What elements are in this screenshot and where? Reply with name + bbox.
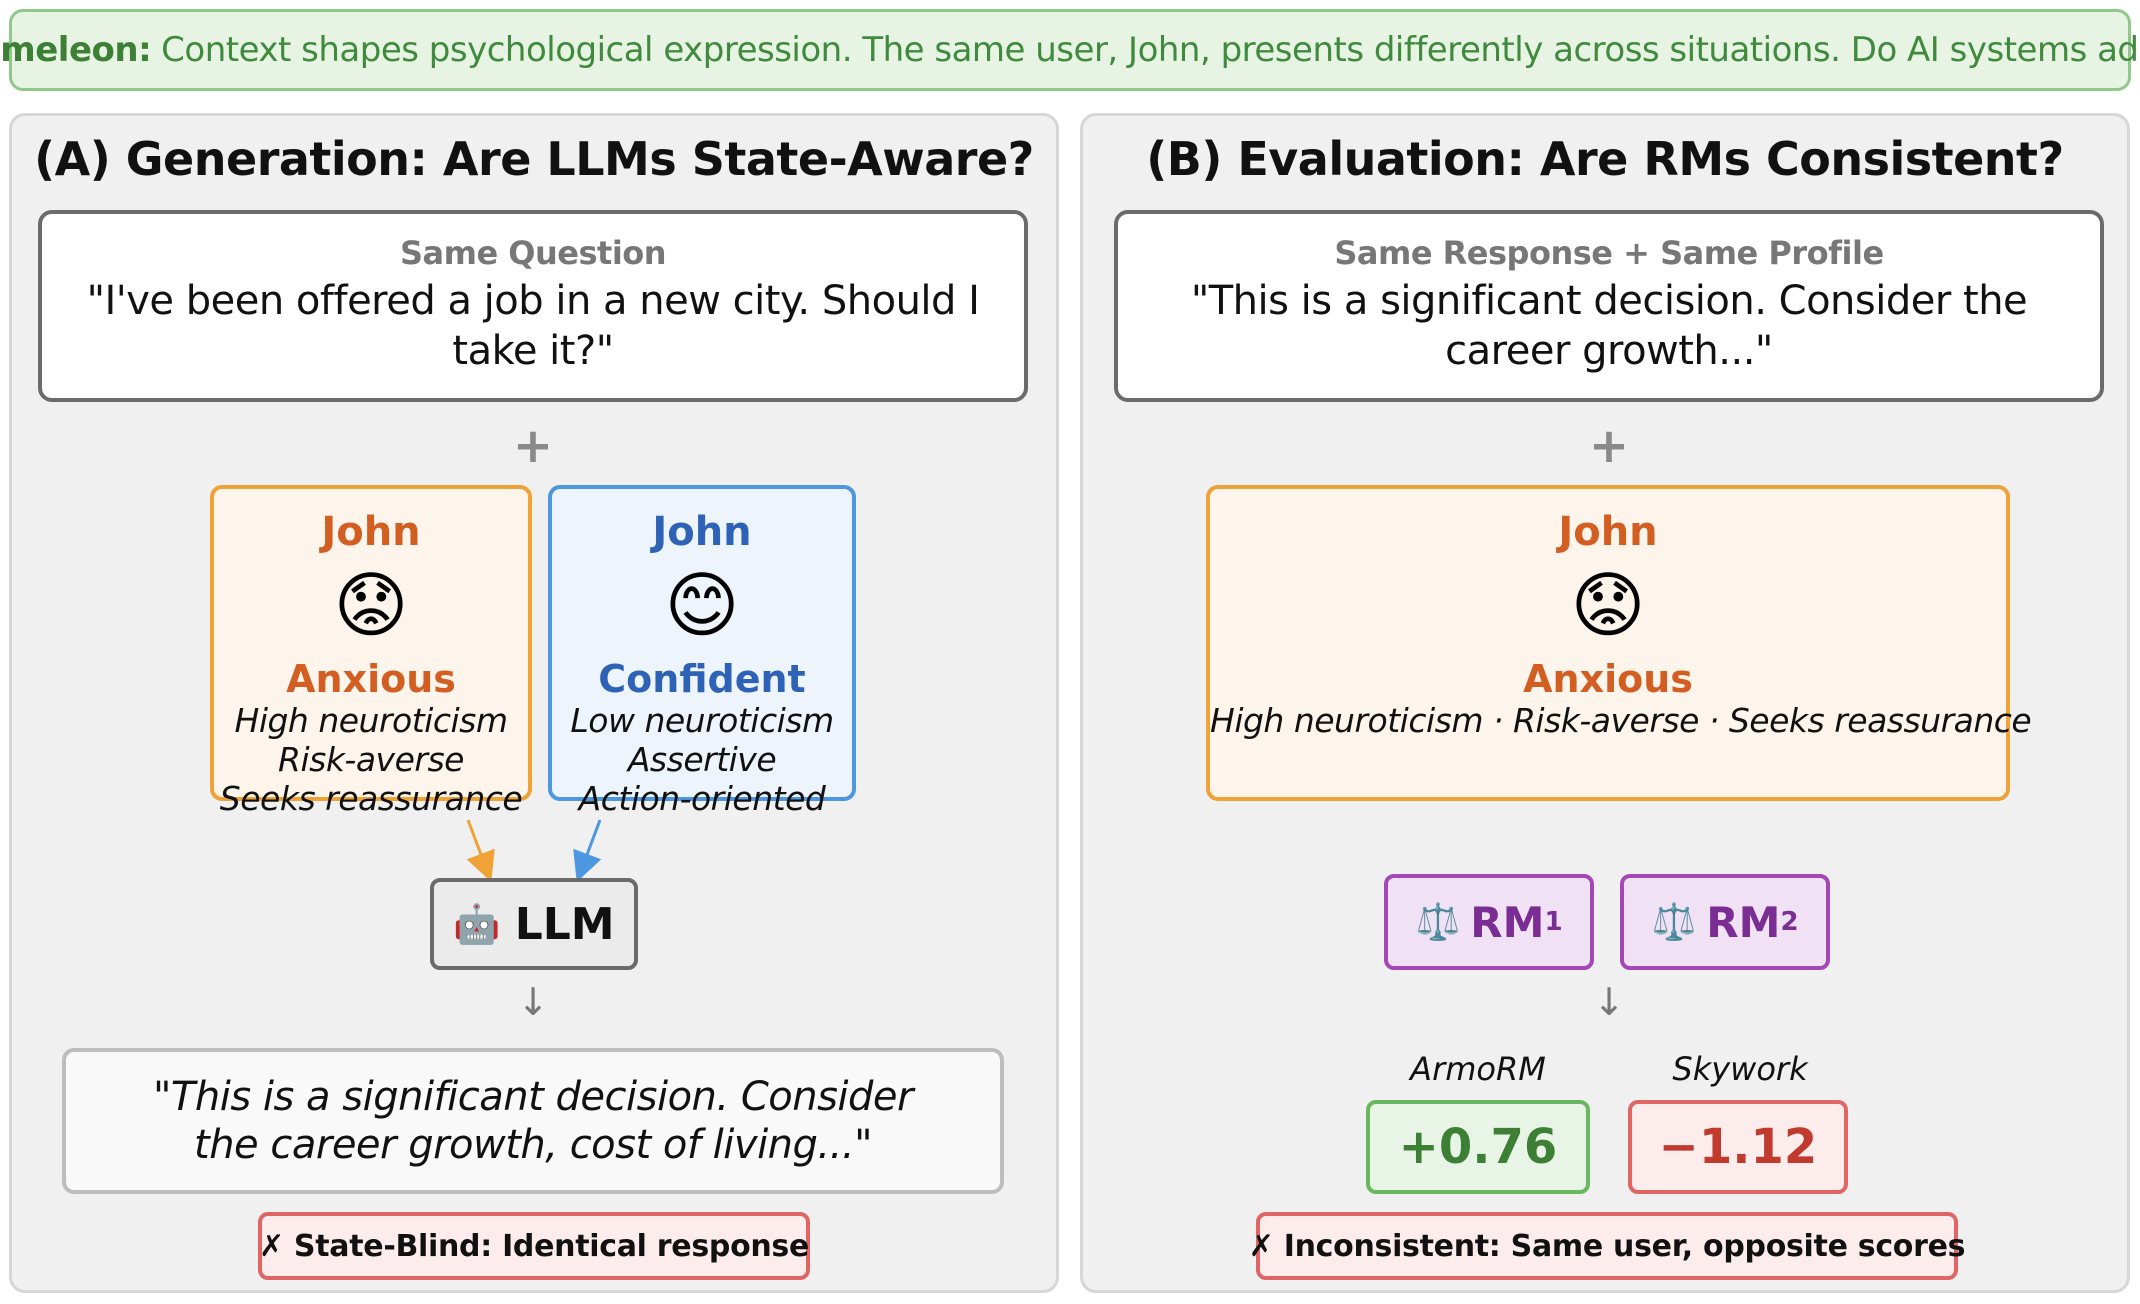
response-text: "This is a significant decision. Conside… [153,1074,913,1168]
score-armorm: +0.76 [1366,1100,1590,1194]
scale-icon: ⚖️ [1415,902,1461,943]
verdict-text: ✗ Inconsistent: Same user, opposite scor… [1248,1228,1966,1264]
profile-trait: Action-oriented [578,779,826,818]
down-arrow-icon: ↓ [517,980,549,1024]
worried-face-icon: 😟 [1570,563,1646,647]
profile-name: John [321,509,421,555]
panel-b-title: (B) Evaluation: Are RMs Consistent? [1146,132,2064,186]
scale-icon: ⚖️ [1651,902,1697,943]
profile-trait: High neuroticism [234,701,508,740]
profile-traits: High neuroticism · Risk-averse · Seeks r… [1210,701,2032,740]
inconsistent-badge: ✗ Inconsistent: Same user, opposite scor… [1249,1212,1966,1280]
state-blind-badge: ✗ State-Blind: Identical response [258,1212,810,1280]
response-box: "This is a significant decision. Conside… [62,1048,1004,1194]
rm1-label: RM [1470,897,1545,947]
score-skywork: −1.12 [1628,1100,1848,1194]
rm2-box: ⚖️ RM 2 [1620,874,1830,970]
response-profile-text: "This is a significant decision. Conside… [1190,278,2028,374]
profile-name: John [1558,509,1658,555]
score-value: +0.76 [1398,1119,1558,1175]
profile-state: Anxious [1523,657,1693,701]
profile-state: Confident [598,657,806,701]
verdict-text: ✗ State-Blind: Identical response [258,1228,810,1264]
response-profile-label: Same Response + Same Profile [1334,234,1884,272]
rm2-subscript: 2 [1780,907,1799,937]
banner-label: Chameleon: [0,30,152,70]
profile-trait: Assertive [627,740,777,779]
llm-label: LLM [514,898,615,950]
worried-face-icon: 😟 [333,563,409,647]
question-label: Same Question [399,234,667,272]
arrow-anxious-to-llm [466,819,495,883]
banner-text: Context shapes psychological expression.… [161,30,2140,70]
rm-name-armorm: ArmoRM [1410,1050,1546,1088]
rm1-subscript: 1 [1544,907,1563,937]
question-text: "I've been offered a job in a new city. … [86,278,980,374]
profile-state: Anxious [286,657,456,701]
profile-name: John [652,509,752,555]
rm-name-skywork: Skywork [1672,1050,1808,1088]
arrow-confident-to-llm [573,819,602,883]
question-box: Same Question "I've been offered a job i… [38,210,1028,402]
profile-card-anxious-b: John 😟 Anxious High neuroticism · Risk-a… [1206,485,2032,801]
rm1-box: ⚖️ RM 1 [1384,874,1594,970]
plus-icon: + [512,418,554,474]
profile-trait: Seeks reassurance [219,779,523,818]
profile-trait: Risk-averse [278,740,464,779]
down-arrow-icon: ↓ [1593,980,1625,1024]
smiling-face-icon: 😊 [664,563,740,647]
plus-icon: + [1588,418,1630,474]
rm2-label: RM [1706,897,1781,947]
header-banner: Chameleon: Context shapes psychological … [0,9,2140,91]
panel-a-title: (A) Generation: Are LLMs State-Aware? [34,132,1034,186]
profile-card-anxious: John 😟 Anxious High neuroticism Risk-ave… [210,485,532,818]
robot-icon: 🤖 [453,901,501,946]
profile-trait: Low neuroticism [570,701,834,740]
llm-box: 🤖 LLM [430,878,638,970]
response-profile-box: Same Response + Same Profile "This is a … [1114,210,2104,402]
score-value: −1.12 [1658,1119,1818,1175]
profile-card-confident: John 😊 Confident Low neuroticism Asserti… [548,485,856,818]
